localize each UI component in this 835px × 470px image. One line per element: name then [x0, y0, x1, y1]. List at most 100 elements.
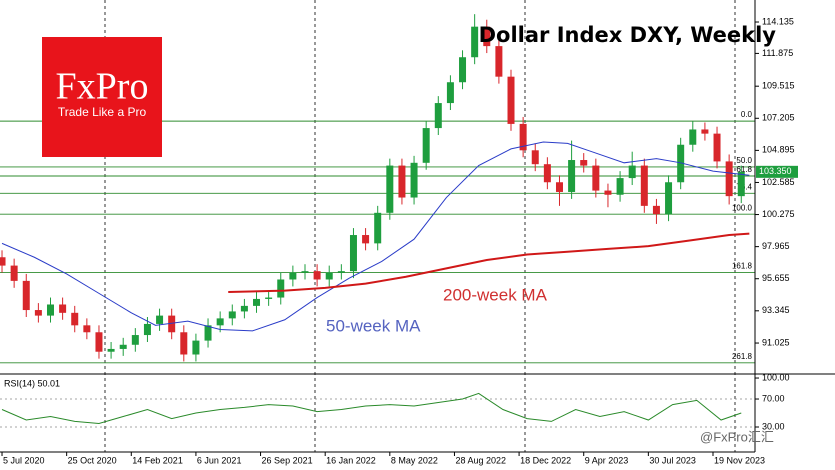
y-tick-label: 95.655 — [762, 273, 790, 283]
candle-body — [507, 76, 515, 124]
moving-average — [1, 141, 750, 332]
candle-body — [410, 162, 418, 198]
last-price-box — [756, 165, 798, 178]
y-tick-label: 93.345 — [762, 305, 790, 315]
x-tick-label: 28 Aug 2022 — [455, 455, 506, 465]
y-tick-label: 100.275 — [762, 209, 795, 219]
candle-body — [701, 129, 709, 134]
ma-label: 50-week MA — [326, 316, 421, 335]
candle-body — [34, 310, 42, 316]
fib-label: 100.0 — [732, 203, 753, 212]
candle-body — [240, 305, 248, 312]
fib-label: 61.8 — [736, 165, 752, 174]
candle-body — [640, 165, 648, 206]
x-tick-label: 26 Sep 2021 — [262, 455, 313, 465]
candle-body — [0, 257, 6, 266]
x-tick-label: 25 Oct 2020 — [68, 455, 117, 465]
candle-body — [107, 348, 115, 352]
candle-body — [725, 161, 733, 197]
candle-body — [374, 212, 382, 244]
fib-label: 0.0 — [741, 110, 753, 119]
candle-body — [46, 304, 54, 316]
rsi-title: RSI(14) 50.01 — [4, 378, 60, 388]
candle-body — [568, 160, 576, 192]
x-tick-label: 14 Feb 2021 — [132, 455, 183, 465]
x-tick-label: 18 Dec 2022 — [520, 455, 571, 465]
candle-body — [652, 205, 660, 215]
candle-body — [216, 318, 224, 326]
candle-body — [580, 160, 588, 166]
watermark: @FxPro汇汇 — [700, 429, 774, 444]
fib-label: 261.8 — [732, 352, 753, 361]
candle-body — [543, 164, 551, 183]
candle-body — [446, 82, 454, 104]
y-tick-label: 107.205 — [762, 113, 795, 123]
candle-body — [289, 272, 297, 280]
x-tick-label: 16 Jan 2022 — [326, 455, 376, 465]
ma-label: 200-week MA — [443, 285, 548, 304]
y-tick-label: 111.875 — [762, 48, 793, 58]
y-tick-label: 91.025 — [762, 337, 790, 347]
candle-body — [325, 272, 333, 280]
fib-label: 161.8 — [732, 262, 753, 271]
candle-body — [180, 332, 188, 355]
candle-body — [713, 133, 721, 162]
candle-body — [531, 150, 539, 165]
candle-body — [628, 165, 636, 179]
candle-body — [313, 271, 321, 280]
candle-body — [434, 103, 442, 129]
candle-body — [301, 271, 309, 273]
candle-body — [83, 325, 91, 333]
candle-body — [422, 128, 430, 163]
y-tick-label: 97.965 — [762, 241, 790, 251]
candle-body — [22, 280, 30, 311]
candle-body — [616, 178, 624, 195]
fib-label: 50.0 — [736, 156, 752, 165]
x-tick-label: 9 Apr 2023 — [585, 455, 629, 465]
candle-body — [495, 46, 503, 77]
y-tick-label: 114.135 — [762, 16, 794, 26]
x-tick-label: 30 Jul 2023 — [649, 455, 696, 465]
candle-body — [604, 190, 612, 195]
last-price-label: 103.350 — [759, 166, 792, 176]
candle-body — [398, 165, 406, 198]
candle-body — [228, 311, 236, 319]
candle-body — [168, 315, 176, 333]
candle-body — [95, 332, 103, 352]
x-tick-label: 8 May 2022 — [391, 455, 438, 465]
candle-body — [483, 26, 491, 47]
candle-body — [253, 298, 261, 306]
candle-body — [156, 315, 164, 324]
y-tick-label: 102.585 — [762, 177, 795, 187]
candle-body — [471, 26, 479, 58]
candle-body — [131, 335, 139, 345]
candle-body — [119, 344, 127, 349]
candle-body — [10, 265, 18, 281]
candle-body — [362, 235, 370, 244]
candle-body — [459, 57, 467, 83]
candle-body — [277, 279, 285, 298]
line — [1, 392, 742, 425]
plot: 114.135 111.875 109.515 107.205 104.895 102.5… — [0, 0, 798, 465]
rsi-tick-label: 100.00 — [762, 372, 790, 382]
x-tick-label: 5 Jul 2020 — [3, 455, 45, 465]
logo — [42, 37, 162, 157]
candle-body — [71, 312, 79, 326]
candle-body — [265, 297, 273, 299]
y-tick-label: 104.895 — [762, 145, 795, 155]
candle-body — [143, 323, 151, 336]
rsi-tick-label: 70.00 — [762, 393, 785, 403]
candle-body — [192, 340, 200, 355]
candle-body — [386, 165, 394, 213]
chart-title: Dollar Index DXY, Weekly — [479, 23, 777, 47]
y-tick-label: 109.515 — [762, 81, 795, 91]
candle-body — [349, 235, 357, 272]
candle-body — [337, 271, 345, 273]
candle-body — [737, 171, 745, 197]
candle-body — [689, 129, 697, 145]
logo-tagline: Trade Like a Pro — [58, 105, 147, 119]
candle-body — [204, 325, 212, 341]
x-tick-label: 6 Jun 2021 — [197, 455, 242, 465]
x-tick-label: 19 Nov 2023 — [714, 455, 765, 465]
